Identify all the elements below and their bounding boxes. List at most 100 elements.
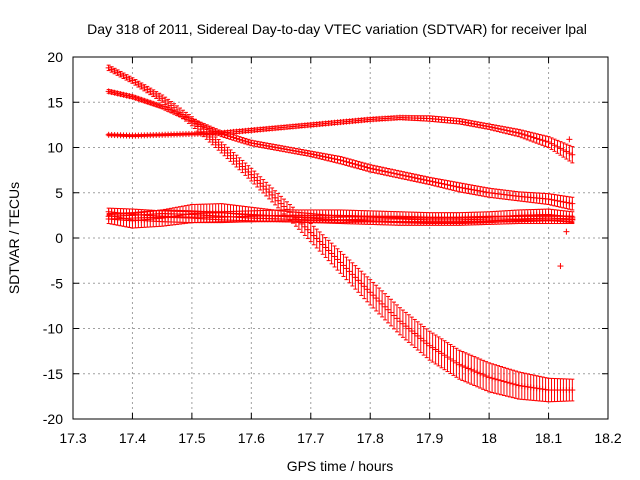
series-flat-c — [105, 209, 576, 224]
data-point — [379, 290, 386, 318]
data-point — [426, 330, 433, 361]
data-point — [367, 164, 374, 173]
data-point — [275, 144, 282, 152]
data-point — [239, 159, 246, 174]
data-point — [468, 120, 475, 127]
data-point — [135, 95, 142, 102]
data-point — [254, 173, 261, 188]
data-point — [370, 164, 377, 174]
data-point — [515, 128, 522, 138]
data-point — [551, 138, 558, 152]
data-point — [239, 137, 246, 144]
data-point — [269, 143, 276, 150]
data-point — [480, 359, 487, 390]
data-point — [477, 358, 484, 389]
data-point — [138, 96, 145, 103]
data-point — [453, 347, 460, 378]
data-point — [126, 93, 133, 100]
data-point — [221, 144, 228, 157]
data-point — [346, 259, 353, 284]
data-point — [313, 228, 320, 249]
data-point — [477, 186, 484, 197]
data-point — [331, 245, 338, 268]
data-point — [468, 184, 475, 195]
data-point — [518, 129, 525, 139]
data-point — [489, 363, 496, 394]
data-point — [340, 253, 347, 277]
data-point — [233, 135, 240, 142]
data-point — [417, 323, 424, 354]
series-decreasing — [105, 88, 576, 211]
data-point — [548, 137, 555, 150]
data-point — [447, 180, 454, 191]
data-point — [486, 123, 493, 130]
data-point — [310, 225, 317, 246]
data-point — [500, 366, 507, 396]
data-point — [459, 350, 466, 381]
data-point — [489, 124, 496, 131]
data-point — [512, 370, 519, 399]
data-point — [480, 186, 487, 197]
data-point — [459, 182, 466, 193]
data-point — [316, 152, 323, 160]
data-point — [545, 136, 552, 148]
data-point — [105, 88, 112, 95]
data-point — [396, 307, 403, 336]
data-point — [322, 237, 329, 258]
data-point — [349, 159, 356, 168]
data-point — [405, 314, 412, 343]
data-point — [402, 171, 409, 181]
data-point — [533, 133, 540, 144]
data-point — [551, 194, 558, 207]
data-point — [388, 298, 395, 327]
data-point — [554, 194, 561, 208]
data-point — [524, 131, 531, 141]
data-point — [272, 144, 279, 151]
data-point — [266, 184, 273, 200]
data-point — [319, 152, 326, 160]
data-point — [388, 168, 395, 177]
data-point — [218, 141, 225, 154]
data-point — [512, 128, 519, 137]
data-point — [530, 132, 537, 143]
data-point — [420, 175, 427, 184]
data-point — [275, 193, 282, 209]
data-point — [509, 369, 516, 399]
data-point — [382, 167, 389, 176]
data-point — [352, 160, 359, 169]
data-point — [385, 295, 392, 324]
data-point — [224, 146, 231, 160]
data-point — [334, 248, 341, 271]
data-point — [483, 187, 490, 198]
data-point — [257, 141, 264, 148]
data-point — [495, 365, 502, 395]
data-point — [355, 267, 362, 293]
data-point — [527, 131, 534, 142]
data-point — [376, 287, 383, 315]
data-point — [328, 154, 335, 163]
data-point — [503, 367, 510, 397]
data-point — [245, 138, 252, 146]
data-point — [506, 127, 513, 135]
data-point — [284, 146, 290, 153]
data-point — [480, 122, 487, 129]
data-point — [414, 174, 421, 183]
data-point — [492, 364, 499, 394]
data-point — [230, 152, 237, 165]
data-point — [310, 151, 317, 158]
data-point — [441, 179, 448, 189]
data-point — [411, 173, 418, 182]
data-point — [498, 125, 504, 133]
data-point — [230, 134, 237, 141]
data-point — [563, 143, 570, 160]
data-point — [471, 356, 478, 387]
data-point — [325, 239, 332, 262]
data-point — [420, 326, 427, 356]
data-point — [120, 91, 127, 98]
data-point — [212, 136, 219, 148]
data-point — [444, 180, 451, 190]
data-point — [462, 183, 469, 194]
data-point — [396, 170, 403, 179]
data-point — [456, 182, 463, 193]
data-point — [402, 311, 409, 341]
